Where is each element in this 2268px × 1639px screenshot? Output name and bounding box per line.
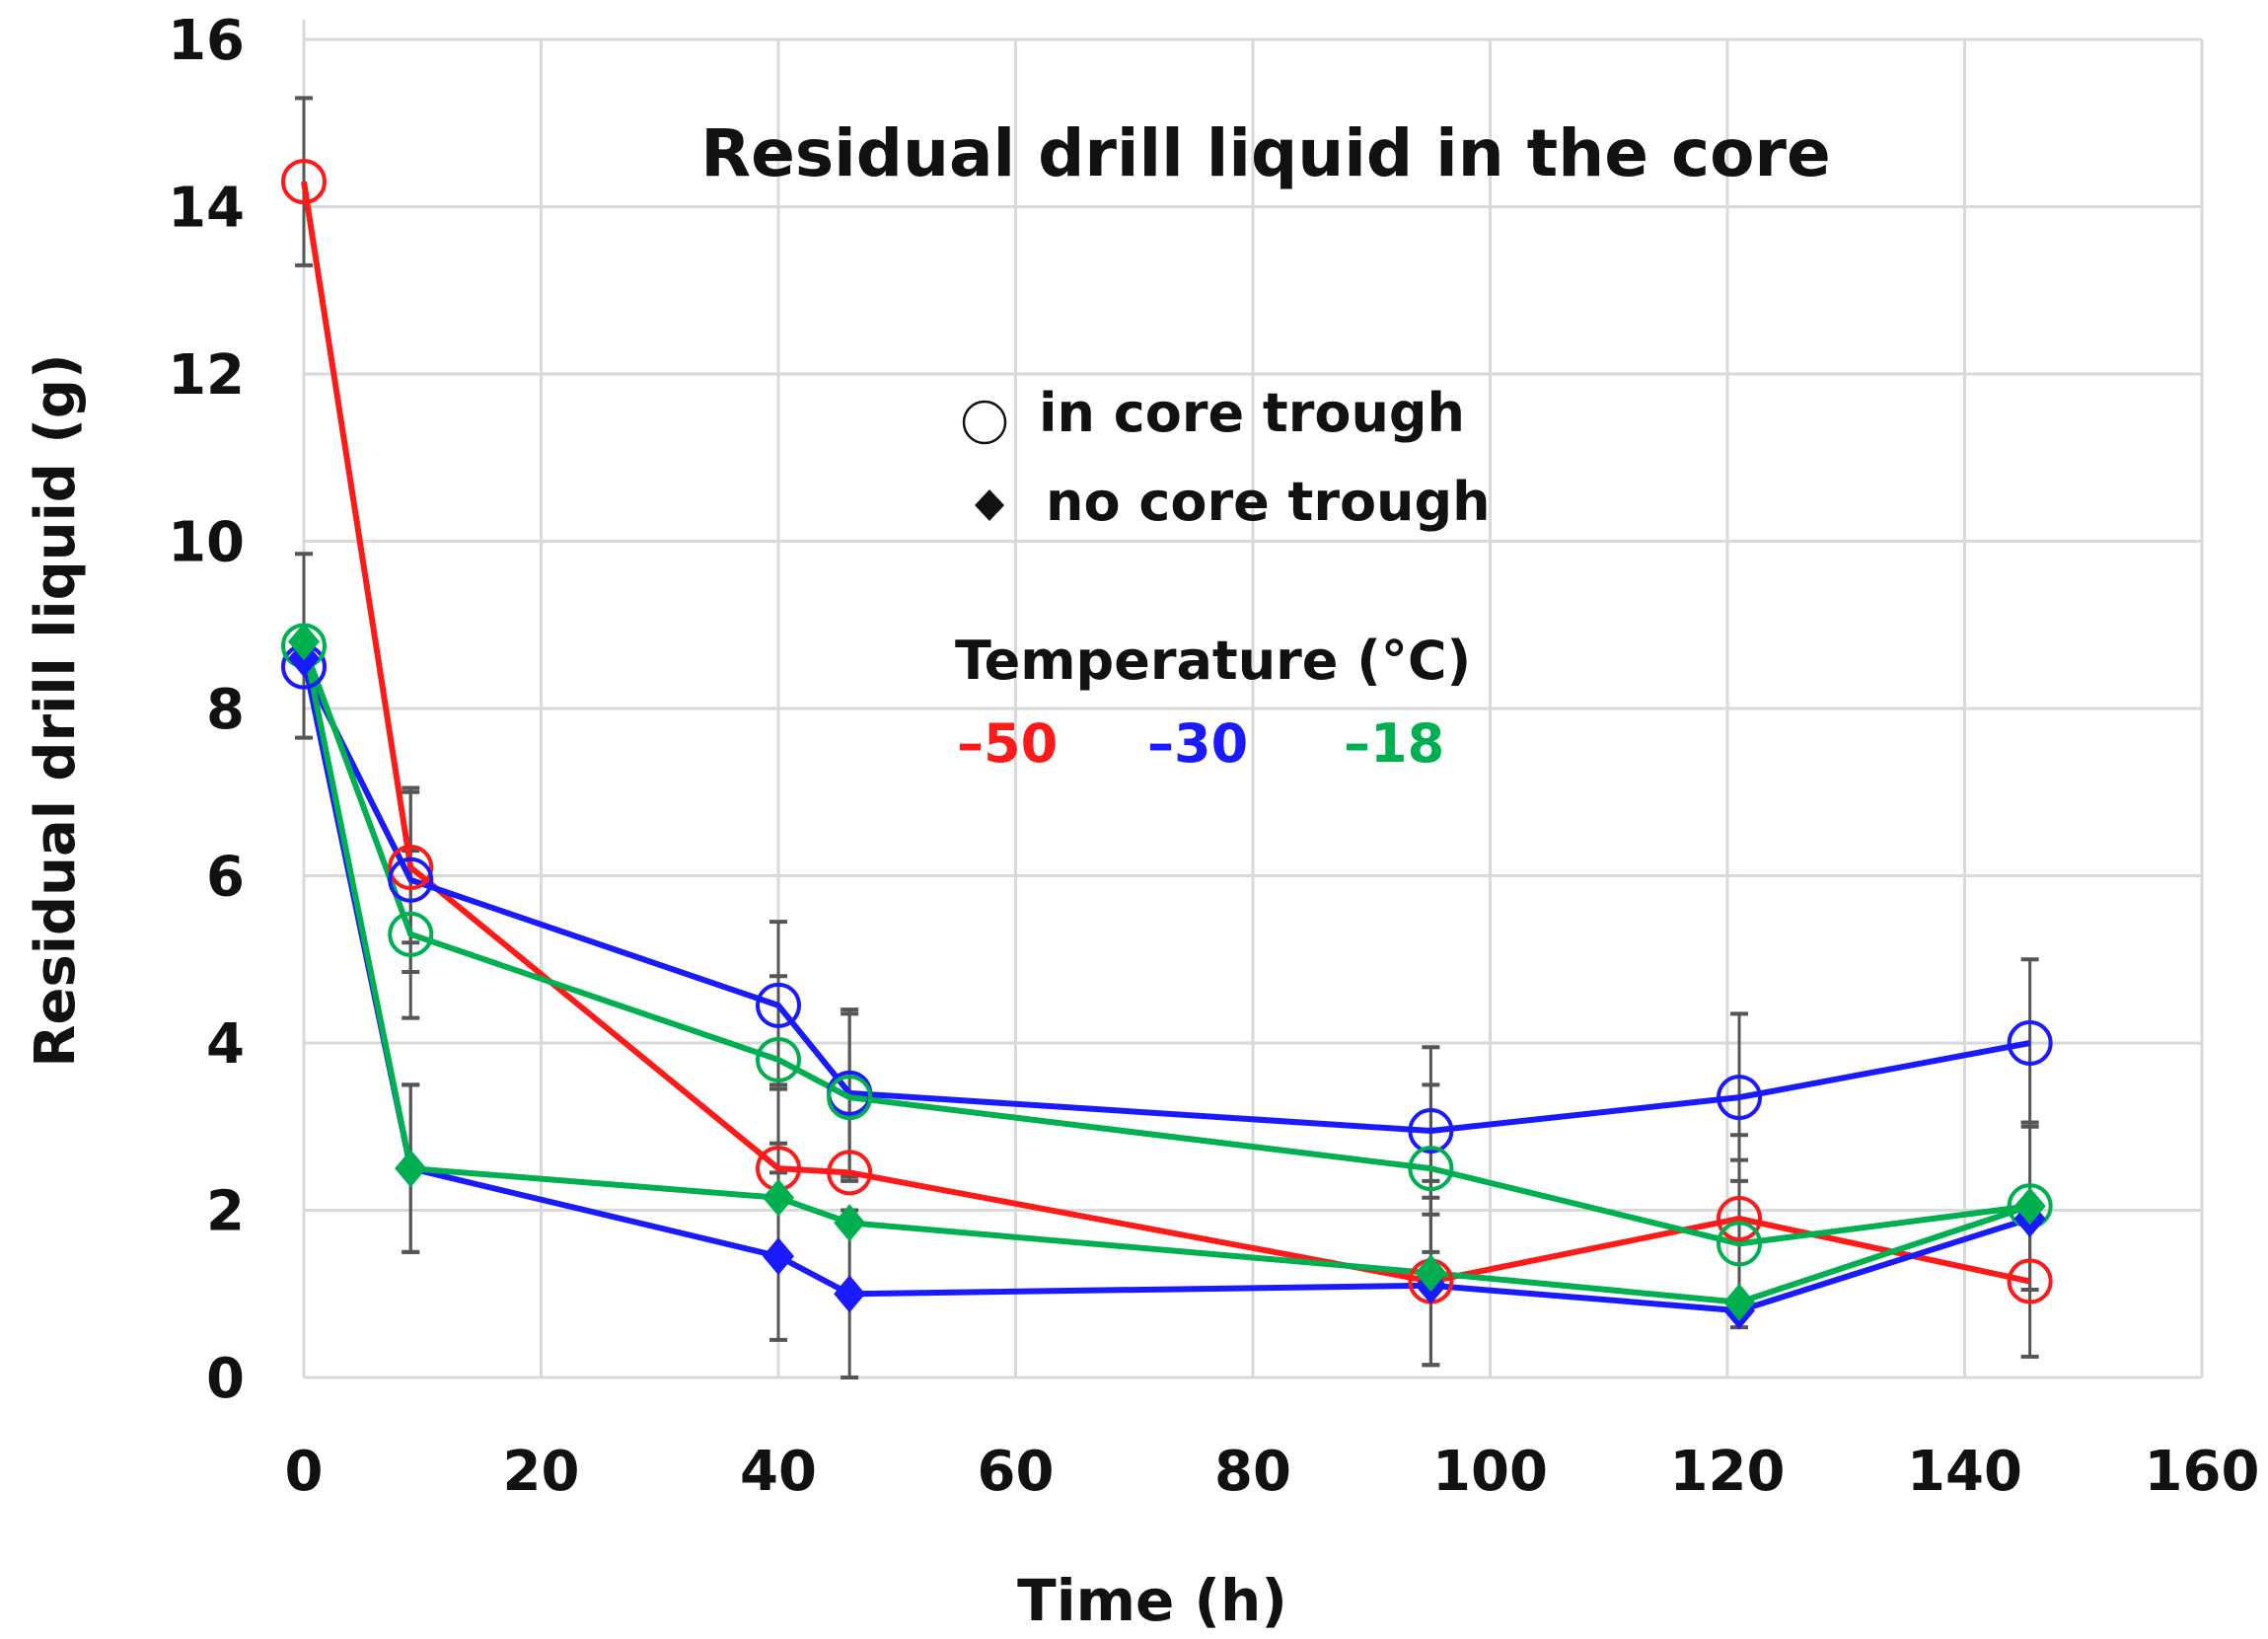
y-axis-label: Residual drill liquid (g)	[24, 353, 88, 1067]
data-point-diamond	[763, 1237, 794, 1276]
legend: in core trough no core trough Temperatur…	[955, 382, 1491, 775]
data-point-diamond	[834, 1275, 866, 1313]
data-point-circle	[388, 911, 434, 957]
x-tick-label: 100	[1432, 1440, 1548, 1504]
series-line	[301, 665, 2031, 1134]
data-point-circle	[1717, 1195, 1763, 1241]
x-tick-label: 160	[2145, 1440, 2260, 1504]
y-tick-label: 6	[206, 846, 245, 910]
data-point-circle	[827, 1075, 873, 1121]
x-tick-label: 140	[1907, 1440, 2022, 1504]
data-point-diamond	[2013, 1187, 2046, 1226]
data-point-diamond	[763, 1178, 794, 1217]
legend-temp-minus50: –50	[957, 712, 1058, 775]
x-tick-label: 60	[978, 1440, 1055, 1504]
data-point-diamond	[1415, 1254, 1447, 1293]
data-point-diamond	[288, 623, 320, 661]
y-tick-label: 14	[168, 177, 245, 241]
series-markers	[281, 159, 2053, 1330]
legend-diamond-icon	[975, 489, 1004, 521]
data-point-circle	[827, 1150, 873, 1196]
data-point-diamond	[1723, 1283, 1756, 1321]
data-point-circle	[2007, 1258, 2053, 1304]
x-tick-label: 20	[503, 1440, 580, 1504]
y-tick-label: 4	[206, 1012, 245, 1077]
y-tick-label: 0	[206, 1347, 245, 1411]
data-point-diamond	[395, 1150, 427, 1188]
y-tick-labels: 0 2 4 6 8 10 12 14 16	[168, 9, 245, 1411]
legend-temp-minus30: –30	[1147, 712, 1248, 775]
data-point-circle	[388, 857, 434, 903]
y-tick-label: 8	[206, 678, 245, 742]
data-point-circle	[1408, 1146, 1454, 1192]
legend-temperature-title: Temperature (°C)	[955, 630, 1471, 692]
series-line	[301, 181, 2031, 1285]
x-tick-label: 80	[1214, 1440, 1291, 1504]
gridlines	[304, 37, 2204, 1378]
legend-circle-icon	[962, 400, 1007, 445]
legend-in-core-trough-label: in core trough	[1039, 382, 1465, 444]
data-point-circle	[2007, 1020, 2053, 1066]
x-tick-label: 120	[1670, 1440, 1786, 1504]
x-tick-labels: 0 20 40 60 80 100 120 140 160	[285, 1440, 2260, 1504]
legend-temp-minus18: –18	[1344, 712, 1444, 775]
legend-no-core-trough-label: no core trough	[1046, 471, 1491, 533]
data-point-circle	[756, 982, 801, 1028]
data-point-circle	[1717, 1075, 1763, 1121]
series-line	[301, 644, 2031, 1247]
y-tick-label: 10	[168, 511, 245, 575]
data-point-circle	[1408, 1107, 1454, 1154]
x-axis-label: Time (h)	[1017, 1567, 1287, 1634]
x-tick-label: 40	[740, 1440, 817, 1504]
y-tick-label: 16	[168, 9, 245, 73]
data-point-circle	[388, 845, 434, 891]
y-tick-label: 2	[206, 1180, 245, 1244]
data-point-circle	[756, 1036, 801, 1082]
data-point-diamond	[834, 1204, 866, 1242]
x-tick-label: 0	[285, 1440, 324, 1504]
y-tick-label: 12	[168, 343, 245, 408]
chart-title: Residual drill liquid in the core	[700, 115, 1830, 191]
data-point-circle	[281, 159, 327, 205]
data-point-circle	[1717, 1221, 1763, 1267]
